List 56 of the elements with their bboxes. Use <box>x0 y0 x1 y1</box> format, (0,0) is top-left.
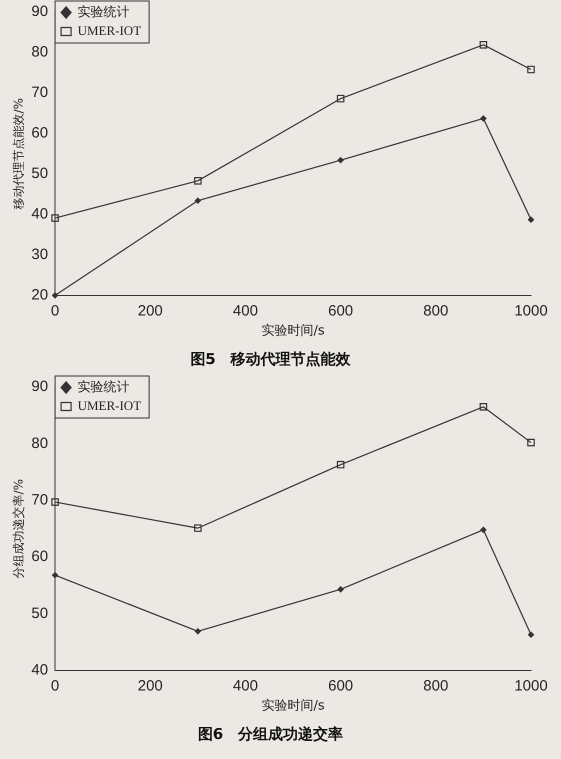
point <box>194 198 201 204</box>
y-axis-title: 分组成功递交率/% <box>11 478 26 578</box>
point <box>338 157 344 164</box>
legend-label: 实验统计 <box>78 378 130 394</box>
y-tick-label: 70 <box>31 84 48 102</box>
x-tick-label: 1000 <box>514 302 548 320</box>
point <box>527 438 535 446</box>
point <box>528 632 534 638</box>
x-axis-title: 实验时间/s <box>261 324 325 339</box>
x-tick-label: 400 <box>232 678 258 695</box>
y-axis-title: 移动代理节点能效/% <box>11 98 26 210</box>
y-tick-label: 90 <box>31 3 48 20</box>
y-tick-label: 50 <box>31 165 48 182</box>
x-tick-label: 0 <box>50 302 60 320</box>
point <box>51 214 59 222</box>
y-tick-label: 80 <box>31 434 48 452</box>
legend-label: 实验统计 <box>78 4 130 19</box>
x-tick-label: 0 <box>50 678 60 695</box>
text: 图5 移动代理节点能效 <box>190 350 352 368</box>
x-tick-label: 400 <box>232 302 258 320</box>
point <box>480 403 488 411</box>
point <box>480 526 487 533</box>
legend-label: UMER-IOT <box>78 398 142 413</box>
x-tick-label: 800 <box>423 678 448 695</box>
point <box>194 524 202 532</box>
y-tick-label: 40 <box>31 206 48 223</box>
legend-label: UMER-IOT <box>78 22 142 38</box>
x-tick-label: 600 <box>328 302 354 320</box>
point <box>51 498 59 506</box>
point <box>194 177 202 185</box>
y-tick-label: 30 <box>31 246 48 264</box>
point <box>338 586 344 592</box>
text: 图6 分组成功递交率 <box>198 724 344 743</box>
point <box>194 628 201 634</box>
point <box>52 572 58 578</box>
point <box>336 94 344 102</box>
point <box>527 66 535 74</box>
y-tick-label: 60 <box>31 548 48 566</box>
y-tick-label: 80 <box>31 44 48 61</box>
point <box>52 292 58 298</box>
x-axis-title: 实验时间/s <box>261 698 325 714</box>
y-tick-label: 40 <box>31 662 48 679</box>
x-tick-label: 800 <box>423 302 448 320</box>
x-tick-label: 1000 <box>514 678 548 695</box>
y-tick-label: 60 <box>31 124 48 142</box>
x-tick-label: 600 <box>328 678 354 695</box>
x-tick-label: 200 <box>138 302 163 320</box>
y-tick-label: 20 <box>31 286 48 304</box>
point <box>480 41 488 49</box>
point <box>336 460 344 468</box>
y-tick-label: 90 <box>31 378 48 396</box>
point <box>528 216 534 223</box>
y-tick-label: 70 <box>31 492 48 508</box>
y-tick-label: 50 <box>31 604 48 622</box>
point <box>480 115 487 122</box>
x-tick-label: 200 <box>138 678 163 695</box>
